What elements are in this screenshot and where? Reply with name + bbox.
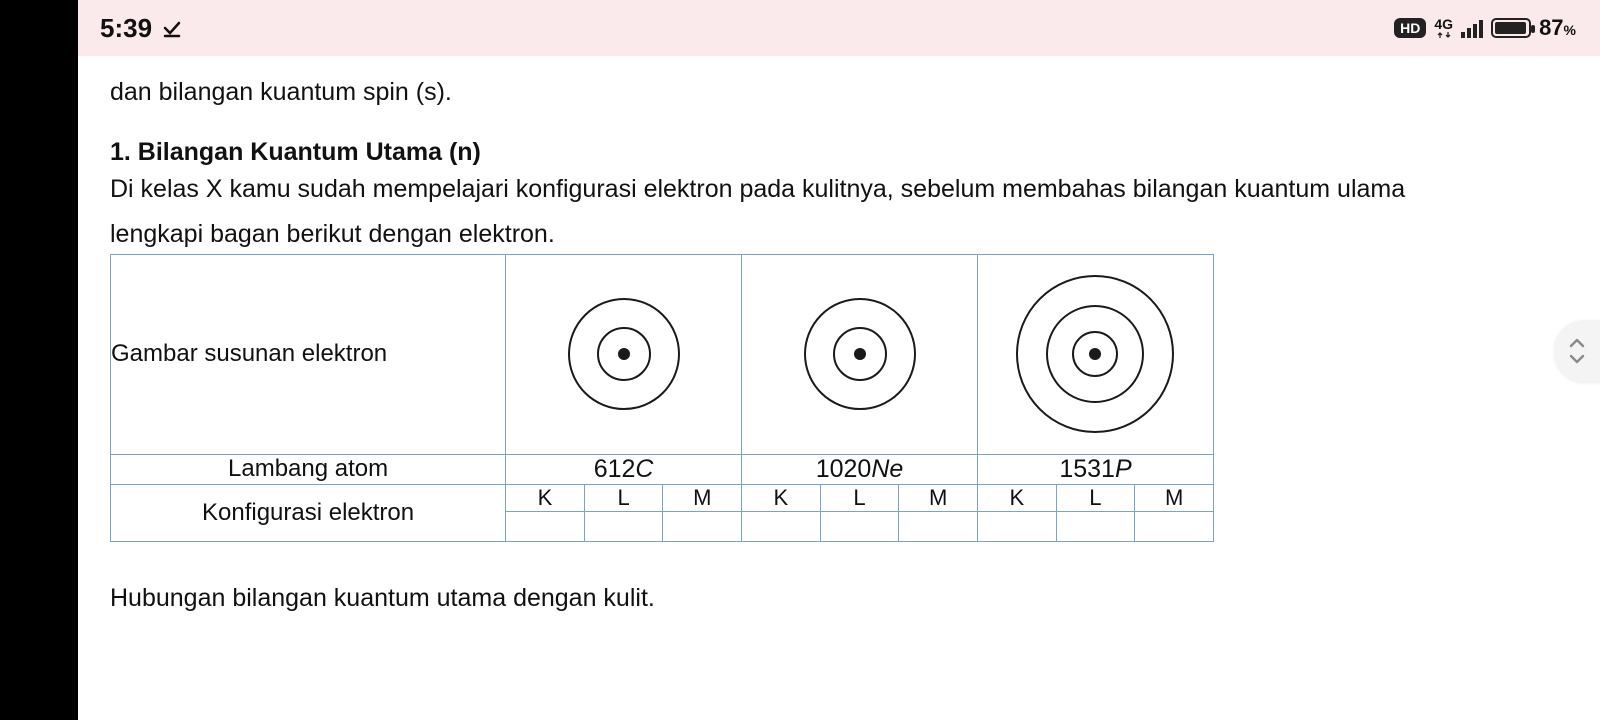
status-right: HD 4G 87% — [1394, 15, 1576, 41]
subshell-0-L: L — [584, 484, 663, 511]
diagram-cell-1 — [742, 254, 978, 454]
intro-fragment: dan bilangan kuantum spin (s). — [110, 74, 1600, 110]
diagram-cell-2 — [977, 254, 1213, 454]
body-line-1: Di kelas X kamu sudah mempelajari konfig… — [110, 171, 1600, 207]
atom-diagram-0 — [514, 259, 734, 449]
left-black-bar — [0, 0, 78, 720]
subshell-2-K: K — [977, 484, 1056, 511]
atom-diagram-1 — [750, 259, 970, 449]
body-line-2: lengkapi bagan berikut dengan elektron. — [110, 216, 1600, 252]
battery-percent: 87% — [1539, 15, 1576, 41]
subshell-2-M: M — [1135, 484, 1214, 511]
atom-symbol-2: 1531P — [977, 454, 1213, 484]
check-icon — [162, 18, 182, 38]
network-label: 4G — [1434, 17, 1453, 31]
row-label-symbol: Lambang atom — [111, 454, 506, 484]
atom-symbol-0: 612C — [506, 454, 742, 484]
hd-badge: HD — [1394, 18, 1426, 38]
status-time: 5:39 — [100, 13, 152, 44]
empty-2-K[interactable] — [977, 511, 1056, 541]
table-row-subshells: Konfigurasi elektron K L M K L M K L M — [111, 484, 1214, 511]
subshell-2-L: L — [1056, 484, 1135, 511]
empty-2-L[interactable] — [1056, 511, 1135, 541]
subshell-1-K: K — [742, 484, 821, 511]
empty-0-M[interactable] — [663, 511, 742, 541]
subshell-1-L: L — [820, 484, 899, 511]
battery-icon — [1491, 18, 1531, 38]
section-heading: 1. Bilangan Kuantum Utama (n) — [110, 138, 1600, 167]
empty-2-M[interactable] — [1135, 511, 1214, 541]
chevron-down-icon — [1567, 352, 1587, 366]
status-left: 5:39 — [100, 13, 182, 44]
status-bar: 5:39 HD 4G 87% — [78, 0, 1600, 56]
table-row-diagram: Gambar susunan elektron — [111, 254, 1214, 454]
subshell-0-K: K — [506, 484, 585, 511]
empty-1-K[interactable] — [742, 511, 821, 541]
empty-0-L[interactable] — [584, 511, 663, 541]
chevron-up-icon — [1567, 336, 1587, 350]
atom-diagram-2 — [985, 259, 1205, 449]
footer-text: Hubungan bilangan kuantum utama dengan k… — [110, 584, 1600, 613]
table-row-symbol: Lambang atom 612C 1020Ne 1531P — [111, 454, 1214, 484]
row-label-config: Konfigurasi elektron — [111, 484, 506, 541]
empty-0-K[interactable] — [506, 511, 585, 541]
subshell-1-M: M — [899, 484, 978, 511]
arrows-icon — [1437, 31, 1451, 39]
atom-symbol-1: 1020Ne — [742, 454, 978, 484]
signal-icon — [1461, 18, 1483, 38]
empty-1-L[interactable] — [820, 511, 899, 541]
electron-table: Gambar susunan elektron Lambang atom 612… — [110, 254, 1214, 542]
battery-fill — [1495, 22, 1526, 34]
subshell-0-M: M — [663, 484, 742, 511]
row-label-diagram: Gambar susunan elektron — [111, 254, 506, 454]
diagram-cell-0 — [506, 254, 742, 454]
document-content: dan bilangan kuantum spin (s). 1. Bilang… — [78, 56, 1600, 613]
empty-1-M[interactable] — [899, 511, 978, 541]
